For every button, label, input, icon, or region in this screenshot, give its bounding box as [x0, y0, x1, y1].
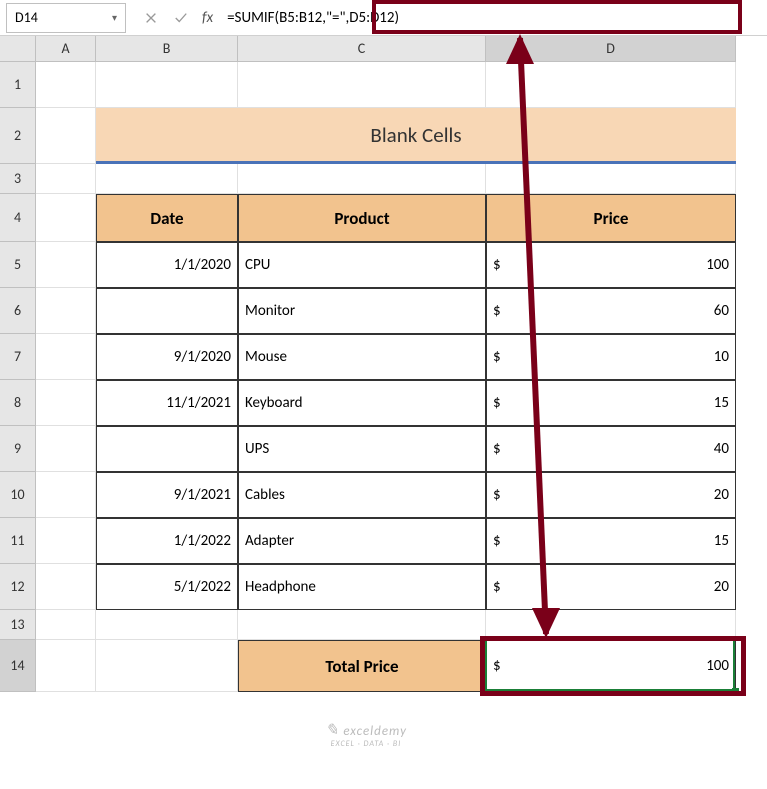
select-all-corner[interactable]: [0, 36, 36, 62]
row-header-11[interactable]: 11: [0, 518, 36, 564]
row-header-6[interactable]: 6: [0, 288, 36, 334]
chevron-down-icon[interactable]: ▾: [112, 11, 117, 24]
fx-label[interactable]: fx: [196, 9, 219, 27]
cell[interactable]: [486, 62, 736, 108]
row-header-14[interactable]: 14: [0, 640, 36, 692]
column-header-C[interactable]: C: [238, 36, 486, 62]
formula-input[interactable]: =SUMIF(B5:B12,"=",D5:D12): [219, 3, 767, 33]
name-box[interactable]: D14 ▾: [6, 3, 126, 33]
total-price-label: Total Price: [238, 640, 486, 692]
cell[interactable]: [96, 164, 238, 194]
cell[interactable]: [238, 62, 486, 108]
date-cell[interactable]: 9/1/2020: [96, 334, 238, 380]
row-header-2[interactable]: 2: [0, 108, 36, 164]
cell[interactable]: [96, 640, 238, 692]
spreadsheet-grid: ABCD 1234567891011121314 Blank CellsDate…: [0, 36, 767, 789]
row-header-7[interactable]: 7: [0, 334, 36, 380]
cell[interactable]: [36, 380, 96, 426]
cell[interactable]: [36, 194, 96, 242]
price-cell[interactable]: $20: [486, 564, 736, 610]
date-cell[interactable]: 1/1/2020: [96, 242, 238, 288]
price-cell[interactable]: $100: [486, 242, 736, 288]
date-cell[interactable]: [96, 426, 238, 472]
product-cell[interactable]: Headphone: [238, 564, 486, 610]
cell[interactable]: [238, 164, 486, 194]
price-cell[interactable]: $20: [486, 472, 736, 518]
price-cell[interactable]: $60: [486, 288, 736, 334]
formula-text: =SUMIF(B5:B12,"=",D5:D12): [227, 9, 399, 27]
row-header-13[interactable]: 13: [0, 610, 36, 640]
column-headers: ABCD: [36, 36, 736, 62]
watermark: ✎ exceldemy EXCEL · DATA · BI: [325, 722, 407, 748]
row-header-5[interactable]: 5: [0, 242, 36, 288]
cell[interactable]: [36, 334, 96, 380]
cell[interactable]: [36, 518, 96, 564]
enter-icon[interactable]: [166, 3, 196, 33]
cell[interactable]: [36, 164, 96, 194]
row-header-10[interactable]: 10: [0, 472, 36, 518]
cell[interactable]: [36, 640, 96, 692]
cell[interactable]: [36, 108, 96, 164]
row-header-3[interactable]: 3: [0, 164, 36, 194]
row-header-4[interactable]: 4: [0, 194, 36, 242]
column-header-B[interactable]: B: [96, 36, 238, 62]
row-headers: 1234567891011121314: [0, 62, 36, 692]
price-cell[interactable]: $40: [486, 426, 736, 472]
table-header-date: Date: [96, 194, 238, 242]
date-cell[interactable]: 1/1/2022: [96, 518, 238, 564]
table-header-product: Product: [238, 194, 486, 242]
date-cell[interactable]: [96, 288, 238, 334]
cell[interactable]: [486, 164, 736, 194]
cell[interactable]: [36, 426, 96, 472]
product-cell[interactable]: Keyboard: [238, 380, 486, 426]
cell[interactable]: [36, 564, 96, 610]
cell[interactable]: [36, 288, 96, 334]
date-cell[interactable]: 11/1/2021: [96, 380, 238, 426]
name-box-value: D14: [15, 9, 38, 26]
price-cell[interactable]: $15: [486, 518, 736, 564]
product-cell[interactable]: CPU: [238, 242, 486, 288]
total-price-value[interactable]: $100: [486, 640, 736, 692]
cell[interactable]: [486, 610, 736, 640]
product-cell[interactable]: Cables: [238, 472, 486, 518]
table-header-price: Price: [486, 194, 736, 242]
cell[interactable]: [36, 242, 96, 288]
column-header-D[interactable]: D: [486, 36, 736, 62]
product-cell[interactable]: UPS: [238, 426, 486, 472]
cancel-icon[interactable]: [136, 3, 166, 33]
row-header-12[interactable]: 12: [0, 564, 36, 610]
column-header-A[interactable]: A: [36, 36, 96, 62]
date-cell[interactable]: 5/1/2022: [96, 564, 238, 610]
product-cell[interactable]: Adapter: [238, 518, 486, 564]
cell[interactable]: [36, 610, 96, 640]
product-cell[interactable]: Monitor: [238, 288, 486, 334]
cell[interactable]: [96, 610, 238, 640]
date-cell[interactable]: 9/1/2021: [96, 472, 238, 518]
price-cell[interactable]: $10: [486, 334, 736, 380]
row-header-9[interactable]: 9: [0, 426, 36, 472]
product-cell[interactable]: Mouse: [238, 334, 486, 380]
selection-handle[interactable]: [732, 688, 739, 695]
cell[interactable]: [96, 62, 238, 108]
row-header-1[interactable]: 1: [0, 62, 36, 108]
row-header-8[interactable]: 8: [0, 380, 36, 426]
title-banner: Blank Cells: [96, 108, 736, 164]
cell[interactable]: [238, 610, 486, 640]
cell[interactable]: [36, 62, 96, 108]
formula-bar: D14 ▾ fx =SUMIF(B5:B12,"=",D5:D12): [0, 0, 767, 36]
price-cell[interactable]: $15: [486, 380, 736, 426]
cell[interactable]: [36, 472, 96, 518]
